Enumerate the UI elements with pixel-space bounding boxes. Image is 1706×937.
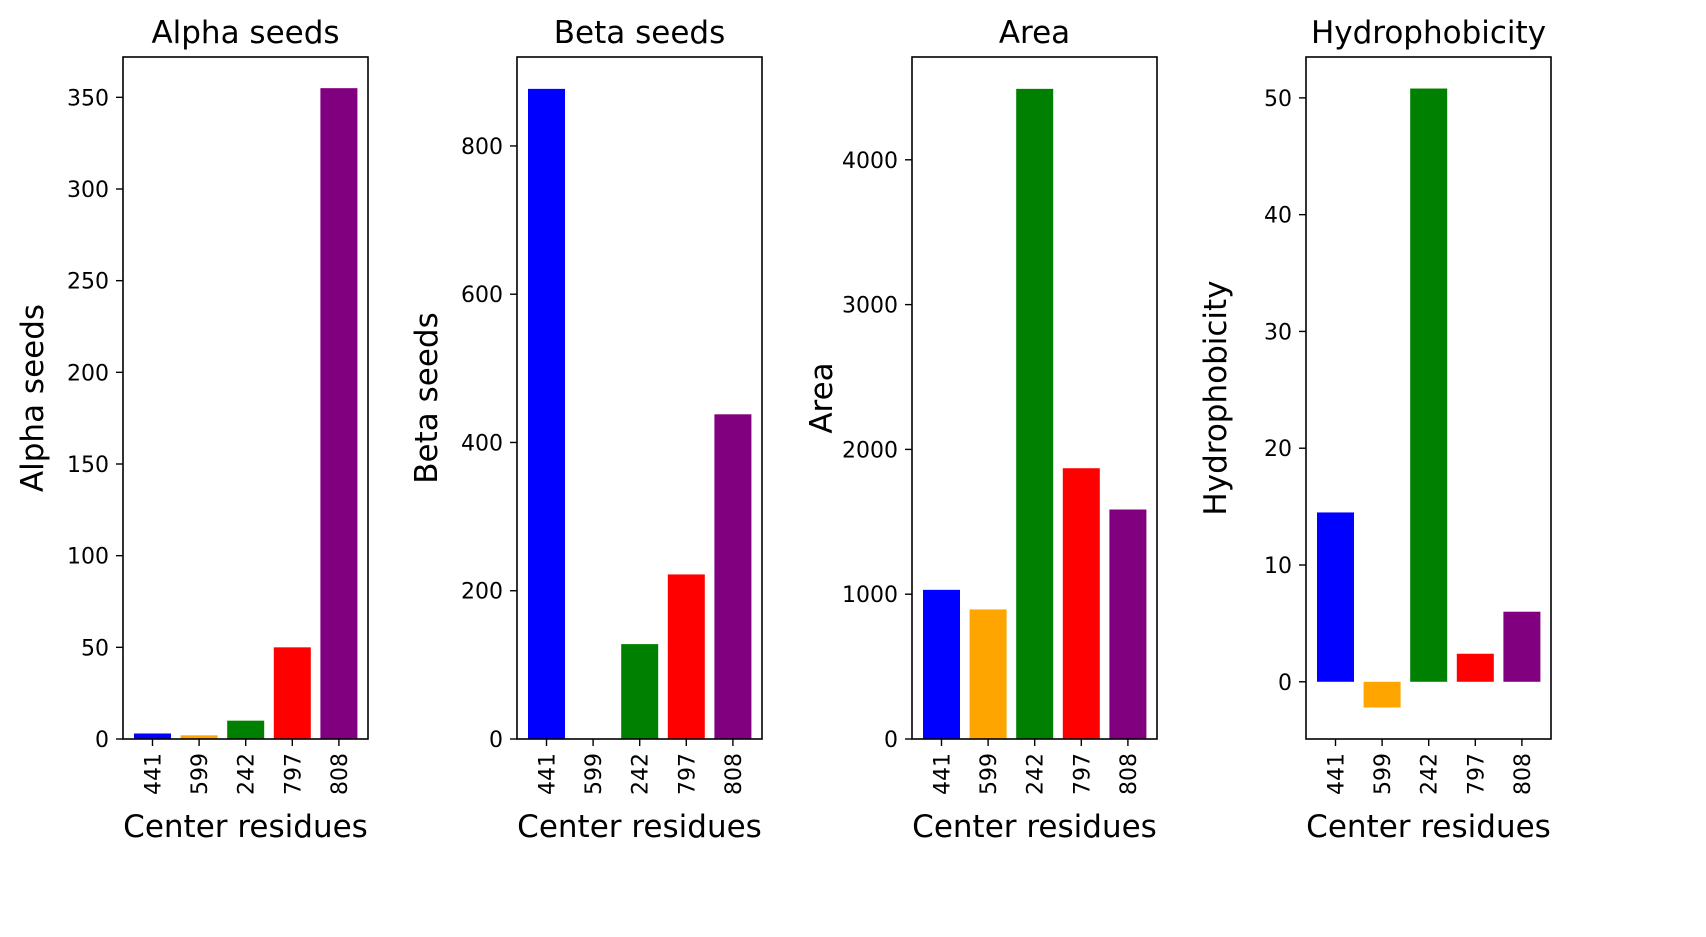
panel-title: Beta seeds — [554, 15, 725, 51]
y-tick-label: 100 — [67, 545, 109, 570]
y-tick-label: 50 — [81, 636, 109, 661]
y-tick-label: 0 — [1278, 671, 1292, 696]
bar-599 — [180, 735, 218, 739]
x-axis-label: Center residues — [123, 809, 368, 845]
y-tick-label: 3000 — [842, 294, 898, 319]
y-tick-label: 200 — [461, 580, 503, 605]
bar-242 — [621, 644, 659, 739]
x-tick-label: 808 — [1117, 753, 1142, 795]
panel-alpha-seeds: Alpha seeds Alpha seeds Center residues … — [15, 15, 369, 845]
x-tick-label: 599 — [582, 753, 607, 795]
y-tick-label: 200 — [67, 361, 109, 386]
y-axis-label: Hydrophobicity — [1198, 280, 1234, 515]
y-tick-label: 350 — [67, 86, 109, 111]
bar-242 — [227, 720, 265, 739]
bar-242 — [1016, 88, 1054, 739]
bar-808 — [320, 88, 358, 739]
y-tick-label: 1000 — [842, 583, 898, 608]
bar-599 — [1363, 681, 1401, 708]
x-tick-label: 797 — [1070, 753, 1095, 795]
x-axis-label: Center residues — [1306, 809, 1551, 845]
y-tick-label: 0 — [884, 728, 898, 753]
y-tick-label: 2000 — [842, 438, 898, 463]
bar-441 — [134, 733, 171, 739]
y-tick-label: 150 — [67, 453, 109, 478]
y-tick-label: 20 — [1264, 437, 1292, 462]
bar-797 — [273, 647, 311, 739]
x-tick-label: 441 — [931, 753, 956, 795]
bar-808 — [1503, 611, 1541, 682]
y-axis-label: Alpha seeds — [15, 304, 51, 492]
y-tick-label: 4000 — [842, 149, 898, 174]
y-tick-label: 10 — [1264, 554, 1292, 579]
x-tick-label: 242 — [1024, 753, 1049, 795]
x-axis-label: Center residues — [912, 809, 1157, 845]
y-tick-label: 50 — [1264, 87, 1292, 112]
x-tick-label: 441 — [536, 753, 561, 795]
bar-599 — [969, 609, 1007, 739]
x-axis-label: Center residues — [517, 809, 762, 845]
x-tick-label: 599 — [1371, 753, 1396, 795]
bar-808 — [1109, 509, 1147, 739]
panel-beta-seeds: Beta seeds Beta seeds Center residues 0 2… — [409, 15, 763, 845]
panel-title: Area — [999, 15, 1070, 51]
bar-441 — [923, 589, 960, 739]
bar-242 — [1410, 88, 1448, 682]
x-tick-label: 808 — [722, 753, 747, 795]
x-tick-label: 441 — [142, 753, 167, 795]
y-axis-label: Area — [804, 362, 840, 433]
panel-title: Hydrophobicity — [1311, 15, 1546, 51]
x-tick-label: 242 — [1418, 753, 1443, 795]
bar-797 — [1062, 468, 1100, 739]
y-tick-label: 600 — [461, 283, 503, 308]
x-tick-label: 797 — [675, 753, 700, 795]
y-tick-label: 400 — [461, 431, 503, 456]
panel-area: Area Area Center residues 0 1000 2000 3000 4… — [804, 15, 1158, 845]
x-tick-label: 242 — [629, 753, 654, 795]
x-tick-label: 797 — [281, 753, 306, 795]
x-tick-label: 441 — [1325, 753, 1350, 795]
panel-title: Alpha seeds — [151, 15, 339, 51]
y-tick-label: 0 — [95, 728, 109, 753]
bar-808 — [714, 414, 752, 739]
y-tick-label: 0 — [489, 728, 503, 753]
y-tick-label: 800 — [461, 135, 503, 160]
y-tick-label: 30 — [1264, 320, 1292, 345]
y-tick-label: 250 — [67, 270, 109, 295]
bar-441 — [528, 88, 565, 739]
x-tick-label: 242 — [235, 753, 260, 795]
x-tick-label: 599 — [188, 753, 213, 795]
bar-797 — [1456, 653, 1494, 682]
y-tick-label: 40 — [1264, 204, 1292, 229]
bar-441 — [1317, 512, 1354, 682]
x-tick-label: 599 — [977, 753, 1002, 795]
y-axis-label: Beta seeds — [409, 312, 445, 483]
x-tick-label: 808 — [1511, 753, 1536, 795]
x-tick-label: 797 — [1464, 753, 1489, 795]
bar-797 — [667, 574, 705, 739]
x-tick-label: 808 — [328, 753, 353, 795]
y-tick-label: 300 — [67, 178, 109, 203]
panel-hydrophobicity: Hydrophobicity Hydrophobicity Center res… — [1198, 15, 1552, 845]
